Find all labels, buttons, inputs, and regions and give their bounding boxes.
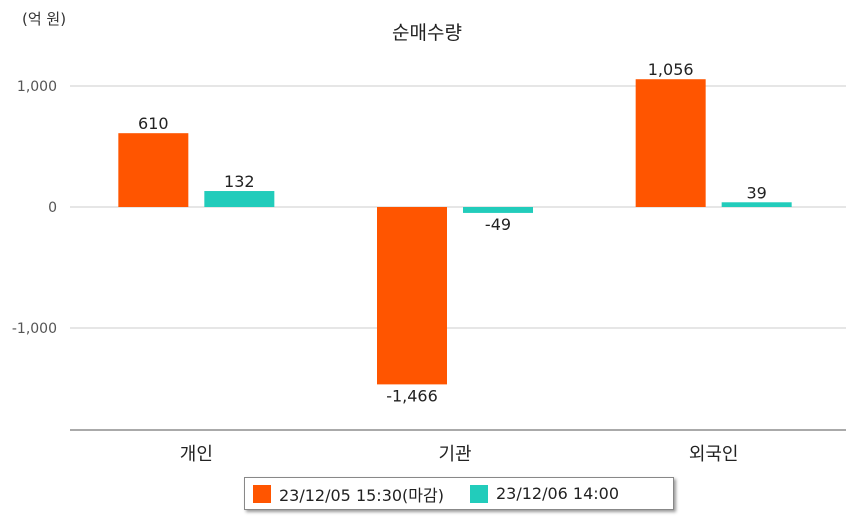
- data-label: 39: [746, 183, 766, 202]
- bar: [721, 202, 792, 207]
- bar: [118, 133, 189, 207]
- data-label: 1,056: [648, 60, 694, 79]
- data-label: -1,466: [386, 386, 438, 405]
- legend-label-series-2: 23/12/06 14:00: [495, 484, 620, 503]
- legend-item-series-1[interactable]: 23/12/05 15:30(마감): [253, 482, 444, 506]
- x-tick-label: 기관: [438, 444, 471, 465]
- x-tick-label: 외국인: [689, 444, 739, 465]
- bar: [635, 79, 706, 207]
- y-tick-label: 0: [48, 200, 57, 216]
- bar: [463, 207, 533, 213]
- chart-title: 순매수량: [392, 22, 462, 44]
- bar: [377, 207, 447, 385]
- legend-item-series-2[interactable]: 23/12/06 14:00: [469, 484, 620, 503]
- y-tick-label: -1,000: [12, 321, 57, 337]
- legend-label-series-1: 23/12/05 15:30(마감): [279, 485, 444, 505]
- legend-swatch-series-1: [253, 484, 271, 503]
- data-label: 610: [138, 114, 169, 133]
- x-tick-label: 개인: [180, 444, 213, 465]
- y-tick-label: 1,000: [17, 79, 57, 95]
- bar: [204, 191, 275, 207]
- legend-swatch-series-2: [469, 484, 488, 503]
- chart-legend: 23/12/05 15:30(마감) 23/12/06 14:00: [244, 477, 674, 510]
- data-label: 132: [224, 172, 255, 191]
- data-label: -49: [485, 215, 511, 234]
- unit-label: (억 원): [22, 10, 67, 28]
- bar-chart: 1,000 0 -1,000 610 132 개인 -1,466 -49 기관 1,056 39 외국…: [12, 60, 846, 465]
